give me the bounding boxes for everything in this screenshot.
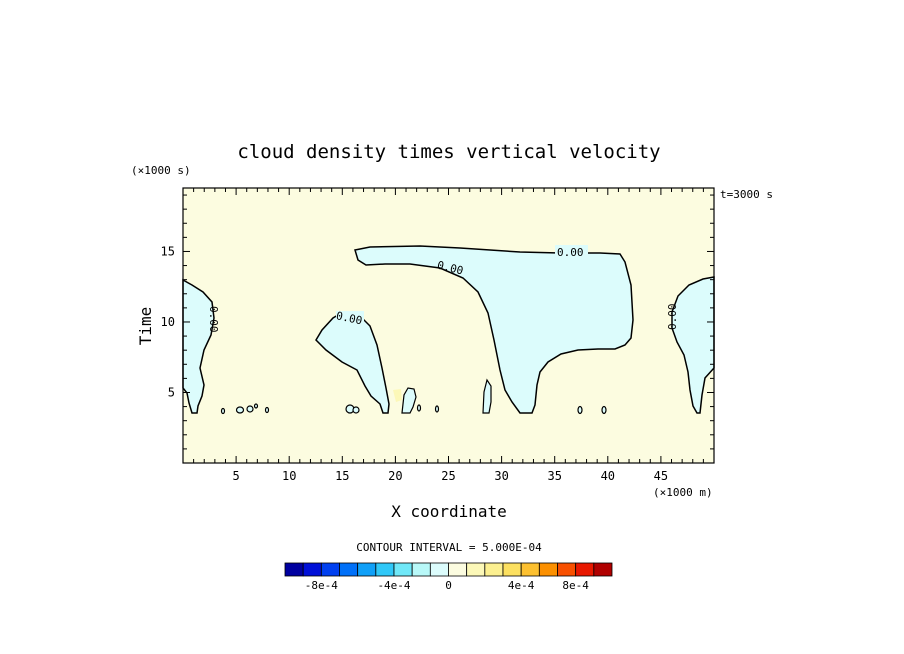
x-axis-unit: (×1000 m) [653,486,713,499]
contour-interval: CONTOUR INTERVAL = 5.000E-04 [356,541,542,554]
colorbar: -8e-4 -4e-4 0 4e-4 8e-4 [284,562,613,592]
positive-patch [393,389,402,402]
colorbar-swatch [339,562,359,577]
colorbar-swatch [448,562,468,577]
colorbar-swatch [393,562,413,577]
contour-label-lobe: 0.00 [335,309,364,327]
colorbar-tick-label: -4e-4 [377,579,410,592]
x-tick-label: 45 [654,469,668,483]
colorbar-swatch [502,562,522,577]
contour-region-left [182,278,215,414]
colorbar-swatch [357,562,377,577]
small-contours [220,378,607,415]
colorbar-swatch [411,562,431,577]
contour-label-center: 0.00 [436,259,465,278]
y-axis-unit: (×1000 s) [131,164,191,177]
colorbar-swatch [375,562,395,577]
contour-region-right [671,276,715,414]
colorbar-tick-label: -8e-4 [305,579,338,592]
colorbar-tick-label: 8e-4 [562,579,589,592]
x-axis-label: X coordinate [391,502,507,521]
colorbar-swatch [302,562,322,577]
x-tick-label: 15 [335,469,349,483]
colorbar-swatch [466,562,486,577]
colorbar-swatch [593,562,613,577]
x-tick-label: 5 [232,469,239,483]
x-tick-label: 35 [547,469,561,483]
colorbar-swatch [520,562,540,577]
axes: 5 10 15 20 25 30 35 40 45 5 10 15 [161,187,715,483]
colorbar-swatch [575,562,595,577]
y-tick-label: 15 [161,244,175,258]
colorbar-swatch [284,562,304,577]
y-tick-label: 10 [161,315,175,329]
x-tick-label: 10 [282,469,296,483]
colorbar-tick-label: 4e-4 [508,579,535,592]
x-tick-label: 25 [441,469,455,483]
colorbar-swatch [320,562,340,577]
colorbar-swatch [557,562,577,577]
colorbar-swatch [484,562,504,577]
contour-labels: 0.00 0.00 0.00 0.00 0.00 [207,245,679,333]
x-tick-label: 40 [601,469,615,483]
colorbar-swatch [429,562,449,577]
y-tick-label: 5 [168,385,175,399]
contour-label-top-right: 0.00 [557,246,584,259]
plot-area [183,188,714,463]
contour-label-right-edge: 0.00 [666,304,679,331]
contour-region-center [354,245,634,414]
contour-label-left-edge: 0.00 [207,306,220,333]
colorbar-tick-label: 0 [445,579,452,592]
x-tick-label: 30 [494,469,508,483]
y-axis-label: Time [136,307,155,346]
chart-title: cloud density times vertical velocity [237,141,660,163]
x-tick-label: 20 [388,469,402,483]
time-note: t=3000 s [720,188,773,201]
colorbar-swatch [538,562,558,577]
